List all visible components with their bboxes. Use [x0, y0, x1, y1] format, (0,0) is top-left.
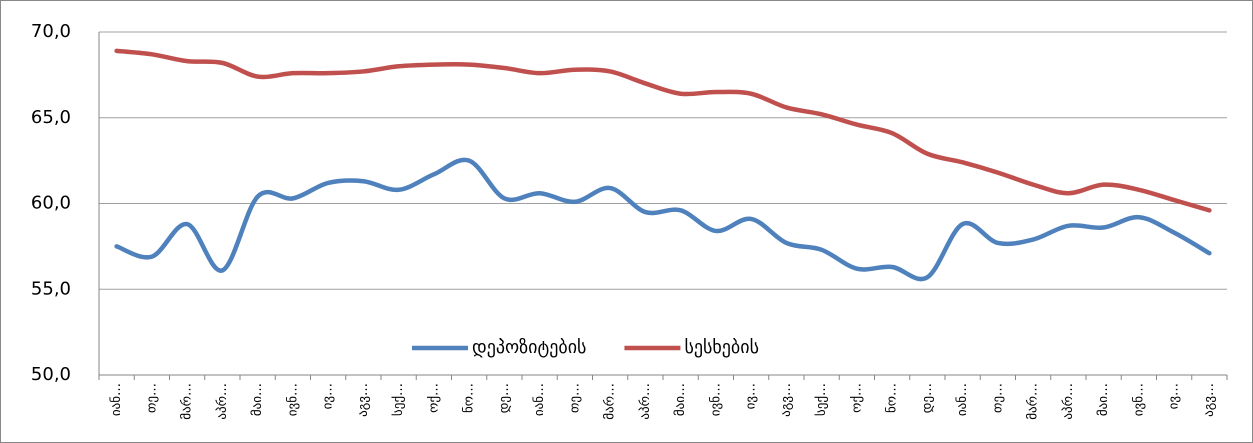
x-tick-label: მარ… [603, 383, 618, 420]
x-tick-label: აგვ… [356, 383, 371, 417]
x-tick-label: თე… [567, 383, 582, 413]
x-tick-label: იან… [532, 383, 547, 416]
legend-label: სესხების [684, 337, 759, 358]
y-tick-label: 60,0 [31, 193, 71, 214]
x-tick-label: დე… [497, 383, 512, 413]
x-tick-label: მაი… [250, 383, 265, 416]
y-tick-label: 50,0 [31, 364, 71, 385]
x-tick-label: მარ… [1026, 383, 1041, 420]
x-tick-label: ოქ… [849, 383, 864, 413]
x-tick-label: ივ… [321, 383, 336, 409]
x-tick-label: მაი… [673, 383, 688, 416]
y-tick-label: 65,0 [31, 107, 71, 128]
x-tick-label: ივ… [744, 383, 759, 409]
y-tick-label: 70,0 [31, 21, 71, 42]
x-tick-label: ივნ… [285, 383, 300, 416]
data-line [114, 48, 1212, 213]
x-tick-label: სექ… [391, 383, 406, 416]
x-tick-label: ნო… [885, 383, 900, 413]
x-tick-label: იან… [955, 383, 970, 416]
x-tick-label: ოქ… [426, 383, 441, 413]
x-tick-label: ივნ… [1131, 383, 1146, 416]
x-tick-label: დე… [920, 383, 935, 413]
data-line [114, 157, 1212, 282]
x-tick-label: მაი… [1096, 383, 1111, 416]
x-tick-label: აპრ… [1061, 383, 1076, 420]
x-tick-label: სექ… [814, 383, 829, 416]
y-tick-label: 55,0 [31, 278, 71, 299]
x-tick-label: აპრ… [638, 383, 653, 420]
x-tick-label: თე… [990, 383, 1005, 413]
x-tick-label: აგვ… [779, 383, 794, 417]
x-tick-label: ნო… [462, 383, 477, 413]
x-tick-label: ივნ… [708, 383, 723, 416]
legend-label: დეპოზიტების [472, 337, 586, 358]
x-tick-label: თე… [144, 383, 159, 413]
x-tick-label: ივ… [1167, 383, 1182, 409]
x-tick-label: აგვ… [1202, 383, 1217, 417]
x-tick-label: იან… [109, 383, 124, 416]
x-tick-label: მარ… [180, 383, 195, 420]
x-tick-label: აპრ… [215, 383, 230, 420]
